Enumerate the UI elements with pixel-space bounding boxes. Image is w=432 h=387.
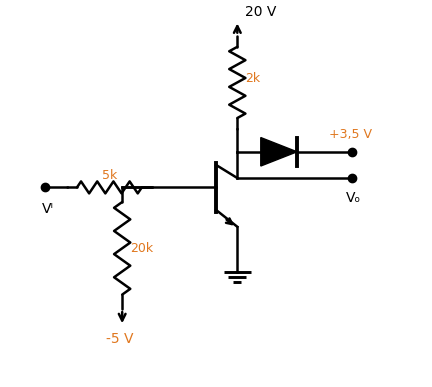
Text: Vᴵ: Vᴵ (42, 202, 54, 216)
Text: 20k: 20k (130, 242, 153, 255)
Text: 20 V: 20 V (245, 5, 276, 19)
Text: +3,5 V: +3,5 V (329, 128, 372, 141)
Text: 5k: 5k (102, 169, 117, 182)
Text: 2k: 2k (245, 72, 260, 85)
Polygon shape (261, 137, 297, 166)
Text: Vₒ: Vₒ (346, 191, 361, 205)
Text: -5 V: -5 V (106, 332, 134, 346)
